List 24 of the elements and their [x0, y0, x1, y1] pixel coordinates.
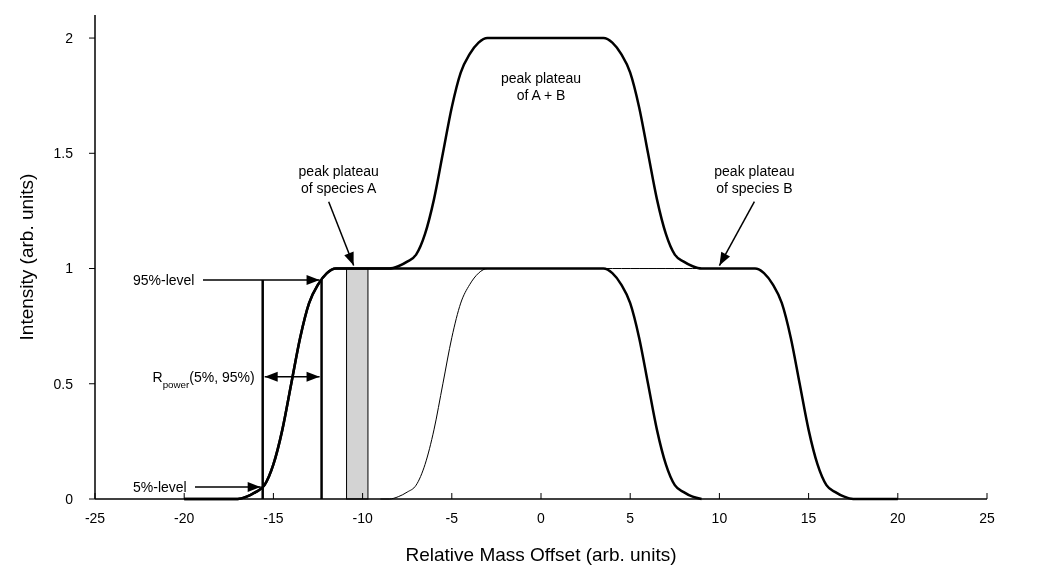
y-tick-label: 0	[65, 490, 74, 507]
annotation: peak plateau of A + B	[500, 70, 582, 103]
x-tick-label: 10	[711, 510, 728, 526]
x-tick-label: 5	[626, 510, 635, 526]
y-tick-label: 2	[65, 29, 74, 46]
annotation: peak plateau of species A	[298, 163, 379, 197]
y-tick-label: 0.5	[53, 375, 74, 392]
x-tick-label: -20	[174, 510, 195, 526]
x-tick-label: -25	[84, 510, 106, 526]
x-tick-label: 25	[979, 510, 995, 526]
y-tick-label: 1	[65, 260, 74, 277]
x-tick-label: 0	[537, 510, 546, 526]
x-tick-label: -5	[445, 510, 459, 526]
x-axis-title: Relative Mass Offset (arb. units)	[405, 544, 677, 565]
annotation: peak plateau of species B	[714, 163, 795, 197]
annotation: R$_{power}$(5%, 95%)	[152, 368, 255, 390]
annotation: 95%-level	[133, 272, 195, 289]
y-axis-title: Intensity (arb. units)	[16, 173, 37, 341]
x-tick-label: -10	[352, 510, 373, 526]
x-tick-label: 20	[890, 510, 906, 526]
x-tick-label: 15	[800, 510, 817, 526]
annotation: 5%-level	[133, 479, 187, 495]
y-tick-label: 1.5	[53, 145, 74, 162]
x-tick-label: -15	[263, 510, 284, 526]
